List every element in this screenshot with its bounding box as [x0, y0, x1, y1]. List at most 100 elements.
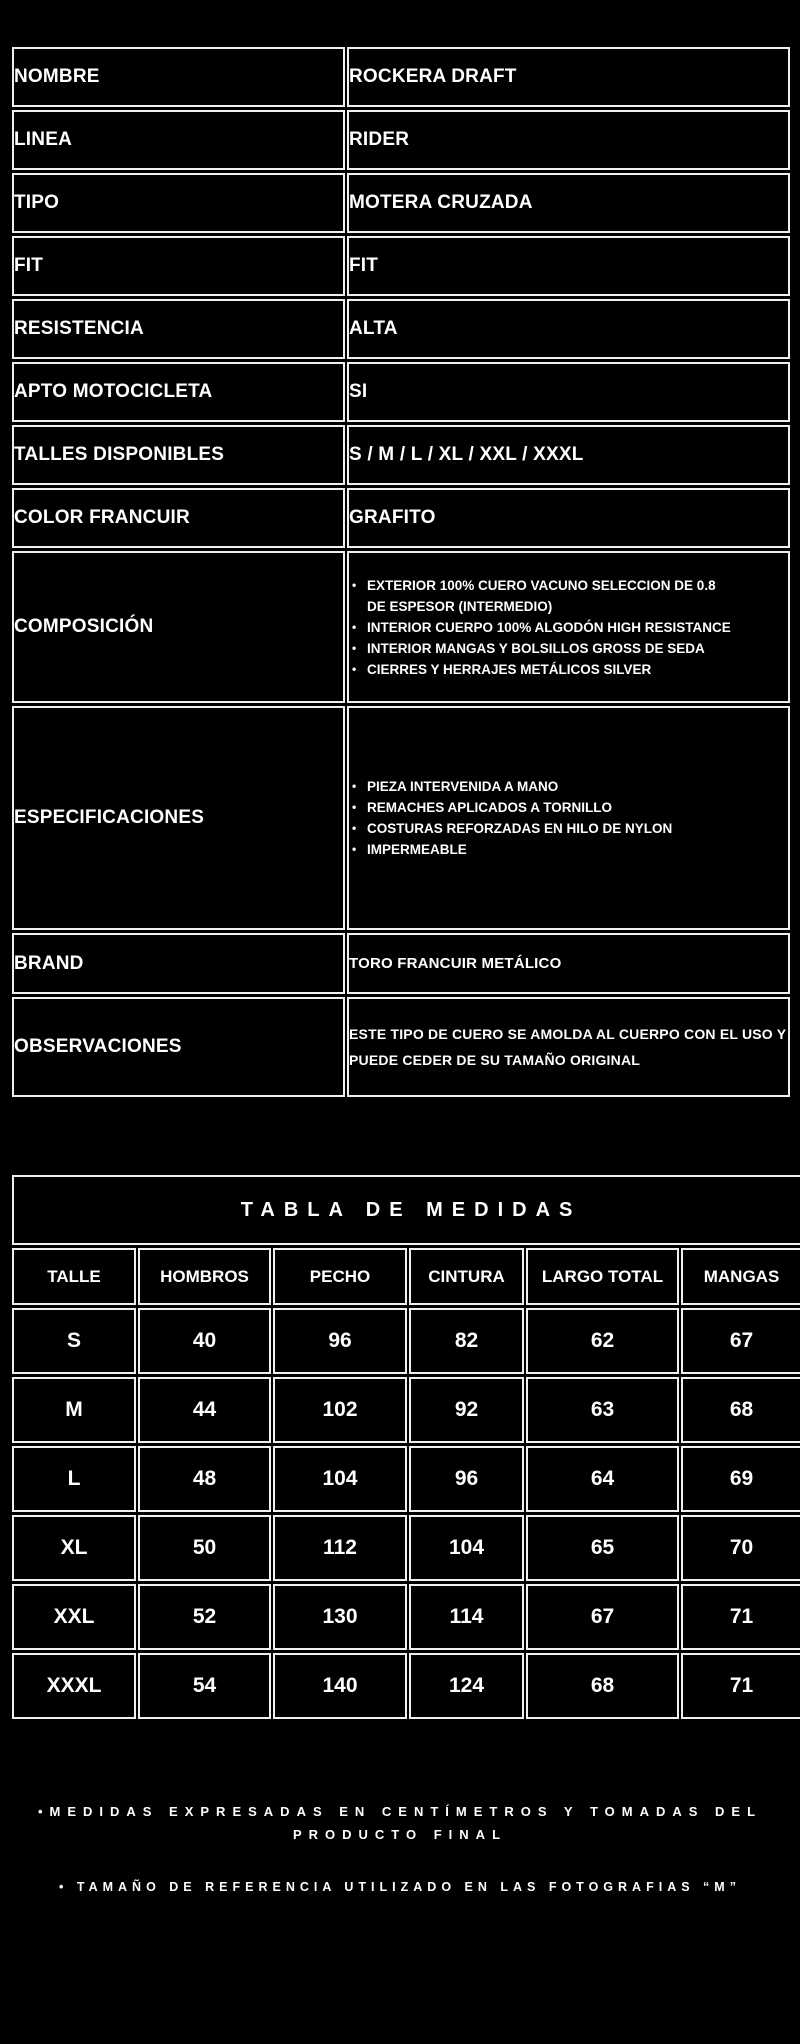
spec-label: COMPOSICIÓN: [12, 551, 345, 703]
spec-label: COLOR FRANCUIR: [12, 488, 345, 548]
size-chart-cell: 112: [273, 1515, 407, 1581]
size-row-xxxl: XXXL 54 140 124 68 71: [12, 1653, 800, 1719]
size-chart-cell: M: [12, 1377, 136, 1443]
size-chart-title: TABLA DE MEDIDAS: [12, 1175, 800, 1245]
composicion-item: EXTERIOR 100% CUERO VACUNO SELECCION DE …: [349, 575, 729, 617]
spec-value: ESTE TIPO DE CUERO SE AMOLDA AL CUERPO C…: [347, 997, 790, 1097]
size-chart-cell: 102: [273, 1377, 407, 1443]
spec-row-observaciones: OBSERVACIONES ESTE TIPO DE CUERO SE AMOL…: [12, 997, 790, 1097]
size-chart-table: TABLA DE MEDIDAS TALLE HOMBROS PECHO CIN…: [10, 1172, 800, 1722]
size-row-xxl: XXL 52 130 114 67 71: [12, 1584, 800, 1650]
spec-label: FIT: [12, 236, 345, 296]
spec-row-especificaciones: ESPECIFICACIONES PIEZA INTERVENIDA A MAN…: [12, 706, 790, 930]
size-chart-cell: 82: [409, 1308, 524, 1374]
size-chart-cell: 67: [681, 1308, 800, 1374]
size-chart-header-pecho: PECHO: [273, 1248, 407, 1305]
size-chart-cell: XXL: [12, 1584, 136, 1650]
spec-row-resistencia: RESISTENCIA ALTA: [12, 299, 790, 359]
size-chart-cell: 69: [681, 1446, 800, 1512]
composicion-list: EXTERIOR 100% CUERO VACUNO SELECCION DE …: [349, 575, 788, 680]
composicion-cell: EXTERIOR 100% CUERO VACUNO SELECCION DE …: [347, 551, 790, 703]
size-chart-cell: XL: [12, 1515, 136, 1581]
size-chart-header-talle: TALLE: [12, 1248, 136, 1305]
spec-row-composicion: COMPOSICIÓN EXTERIOR 100% CUERO VACUNO S…: [12, 551, 790, 703]
spec-row-talles-disponibles: TALLES DISPONIBLES S / M / L / XL / XXL …: [12, 425, 790, 485]
size-chart-cell: 63: [526, 1377, 679, 1443]
spec-value: MOTERA CRUZADA: [347, 173, 790, 233]
composicion-item: INTERIOR CUERPO 100% ALGODÓN HIGH RESIST…: [349, 617, 788, 638]
size-chart-cell: 50: [138, 1515, 271, 1581]
size-row-xl: XL 50 112 104 65 70: [12, 1515, 800, 1581]
footnotes: •MEDIDAS EXPRESADAS EN CENTÍMETROS Y TOM…: [9, 1800, 791, 1894]
spec-row-brand: BRAND TORO FRANCUIR METÁLICO: [12, 933, 790, 994]
spec-value: GRAFITO: [347, 488, 790, 548]
note-measurements: •MEDIDAS EXPRESADAS EN CENTÍMETROS Y TOM…: [37, 1804, 763, 1842]
product-spec-sheet: NOMBRE ROCKERA DRAFT LINEA RIDER TIPO MO…: [0, 44, 800, 2044]
spec-value: ALTA: [347, 299, 790, 359]
especificaciones-list: PIEZA INTERVENIDA A MANO REMACHES APLICA…: [349, 776, 788, 860]
size-chart-cell: 104: [409, 1515, 524, 1581]
size-chart-header-mangas: MANGAS: [681, 1248, 800, 1305]
size-chart-cell: 71: [681, 1584, 800, 1650]
spec-value: S / M / L / XL / XXL / XXXL: [347, 425, 790, 485]
size-chart-cell: 130: [273, 1584, 407, 1650]
size-chart-cell: S: [12, 1308, 136, 1374]
spec-label: NOMBRE: [12, 47, 345, 107]
especificaciones-item: IMPERMEABLE: [349, 839, 788, 860]
size-chart-cell: 140: [273, 1653, 407, 1719]
size-chart-cell: 96: [273, 1308, 407, 1374]
spec-label: ESPECIFICACIONES: [12, 706, 345, 930]
spec-value: RIDER: [347, 110, 790, 170]
size-chart-cell: 92: [409, 1377, 524, 1443]
size-chart-cell: 68: [681, 1377, 800, 1443]
size-chart-header-cintura: CINTURA: [409, 1248, 524, 1305]
spec-label: APTO MOTOCICLETA: [12, 362, 345, 422]
size-chart-cell: 52: [138, 1584, 271, 1650]
size-row-s: S 40 96 82 62 67: [12, 1308, 800, 1374]
size-chart-header-largo-total: LARGO TOTAL: [526, 1248, 679, 1305]
spec-value: TORO FRANCUIR METÁLICO: [347, 933, 790, 994]
spec-row-linea: LINEA RIDER: [12, 110, 790, 170]
spec-row-apto-motocicleta: APTO MOTOCICLETA SI: [12, 362, 790, 422]
size-chart-cell: 67: [526, 1584, 679, 1650]
composicion-item: INTERIOR MANGAS Y BOLSILLOS GROSS DE SED…: [349, 638, 788, 659]
size-chart-cell: 96: [409, 1446, 524, 1512]
spec-label: RESISTENCIA: [12, 299, 345, 359]
spec-value: ROCKERA DRAFT: [347, 47, 790, 107]
size-row-m: M 44 102 92 63 68: [12, 1377, 800, 1443]
spec-label: LINEA: [12, 110, 345, 170]
spec-value: FIT: [347, 236, 790, 296]
spec-row-fit: FIT FIT: [12, 236, 790, 296]
size-chart-cell: 48: [138, 1446, 271, 1512]
size-chart-header-hombros: HOMBROS: [138, 1248, 271, 1305]
especificaciones-item: PIEZA INTERVENIDA A MANO: [349, 776, 788, 797]
note-reference-size: • TAMAÑO DE REFERENCIA UTILIZADO EN LAS …: [59, 1880, 741, 1894]
composicion-item: CIERRES Y HERRAJES METÁLICOS SILVER: [349, 659, 788, 680]
size-chart-cell: 54: [138, 1653, 271, 1719]
spec-row-tipo: TIPO MOTERA CRUZADA: [12, 173, 790, 233]
spec-label: TALLES DISPONIBLES: [12, 425, 345, 485]
size-chart-cell: 40: [138, 1308, 271, 1374]
size-chart-cell: L: [12, 1446, 136, 1512]
especificaciones-item: COSTURAS REFORZADAS EN HILO DE NYLON: [349, 818, 788, 839]
spec-table: NOMBRE ROCKERA DRAFT LINEA RIDER TIPO MO…: [10, 44, 792, 1100]
size-chart-cell: 62: [526, 1308, 679, 1374]
size-chart-cell: 70: [681, 1515, 800, 1581]
spec-row-nombre: NOMBRE ROCKERA DRAFT: [12, 47, 790, 107]
size-chart-cell: XXXL: [12, 1653, 136, 1719]
size-chart-cell: 68: [526, 1653, 679, 1719]
especificaciones-cell: PIEZA INTERVENIDA A MANO REMACHES APLICA…: [347, 706, 790, 930]
spec-label: TIPO: [12, 173, 345, 233]
size-row-l: L 48 104 96 64 69: [12, 1446, 800, 1512]
spec-value: SI: [347, 362, 790, 422]
size-chart-cell: 124: [409, 1653, 524, 1719]
spec-label: OBSERVACIONES: [12, 997, 345, 1097]
size-chart-cell: 64: [526, 1446, 679, 1512]
especificaciones-item: REMACHES APLICADOS A TORNILLO: [349, 797, 788, 818]
size-chart-cell: 71: [681, 1653, 800, 1719]
size-chart-cell: 104: [273, 1446, 407, 1512]
size-chart-header-row: TALLE HOMBROS PECHO CINTURA LARGO TOTAL …: [12, 1248, 800, 1305]
spec-label: BRAND: [12, 933, 345, 994]
spec-row-color-francuir: COLOR FRANCUIR GRAFITO: [12, 488, 790, 548]
size-chart-cell: 65: [526, 1515, 679, 1581]
